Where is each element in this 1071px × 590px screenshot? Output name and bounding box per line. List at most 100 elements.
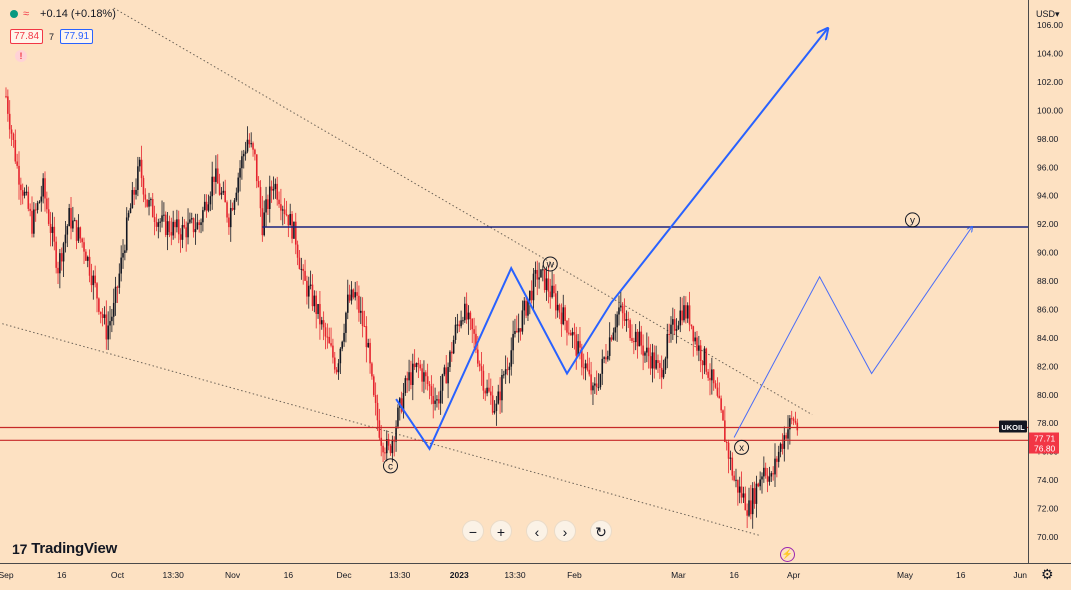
candle-body xyxy=(542,269,544,271)
candle-body xyxy=(722,410,724,421)
spread-value: 7 xyxy=(49,31,55,42)
candle-body xyxy=(527,300,529,316)
buy-price-button[interactable]: 77.91 xyxy=(60,29,94,44)
currency-selector[interactable]: USD▾ xyxy=(1036,9,1060,20)
candle-body xyxy=(14,139,17,162)
candle-body xyxy=(575,334,578,356)
candle-body xyxy=(764,467,767,476)
zoom-out-button[interactable]: − xyxy=(462,520,484,542)
wave-label-circle xyxy=(904,212,920,228)
time-tick-label: 13:30 xyxy=(163,570,185,580)
symbol-tag: UKOIL xyxy=(1001,423,1025,432)
candle-body xyxy=(478,363,481,367)
price-tick-label: 84.00 xyxy=(1037,333,1059,343)
price-change: +0.14 (+0.18%) xyxy=(40,8,116,20)
candle-body xyxy=(699,345,702,361)
candle-body xyxy=(278,199,280,205)
candle-body xyxy=(103,314,106,318)
time-tick-label: 16 xyxy=(956,570,966,580)
symbol-tag-box xyxy=(999,420,1027,433)
candle-body xyxy=(244,151,247,154)
candle-body xyxy=(584,363,587,369)
gear-icon[interactable]: ⚙ xyxy=(1041,566,1054,582)
candle-body xyxy=(112,302,115,317)
candle-body xyxy=(413,363,416,368)
candle-body xyxy=(608,337,611,356)
price-tick-label: 82.00 xyxy=(1037,361,1059,371)
candle-body xyxy=(99,311,102,314)
candle-body xyxy=(75,220,78,241)
candle-body xyxy=(226,202,228,218)
candle-body xyxy=(504,369,507,375)
candle-body xyxy=(737,479,739,493)
candle-body xyxy=(81,238,83,243)
candle-body xyxy=(213,176,215,182)
candle-body xyxy=(707,371,709,378)
zoom-in-button[interactable]: + xyxy=(490,520,512,542)
candle-body xyxy=(462,320,464,322)
candle-body xyxy=(506,369,509,371)
candle-body xyxy=(794,420,797,423)
candle-body xyxy=(40,196,43,202)
candle-body xyxy=(122,252,124,258)
price-tick-label: 92.00 xyxy=(1037,219,1059,229)
candle-body xyxy=(670,324,672,335)
alert-icon[interactable]: ! xyxy=(15,50,27,62)
candle-body xyxy=(53,226,56,242)
candle-body xyxy=(655,360,657,369)
candle-body xyxy=(135,189,137,195)
candle-body xyxy=(21,190,24,196)
candle-body xyxy=(781,443,784,449)
candle-body xyxy=(111,316,113,322)
horizontal-levels[interactable] xyxy=(0,226,1028,441)
candle-body xyxy=(200,222,202,226)
candle-body xyxy=(709,377,711,381)
scroll-back-button[interactable]: ‹ xyxy=(526,520,548,542)
candle-body xyxy=(166,221,169,235)
price-tick-label: 80.00 xyxy=(1037,390,1059,400)
candle-body xyxy=(595,383,598,388)
candle-body xyxy=(306,280,308,297)
candle-body xyxy=(610,337,613,340)
candle-body xyxy=(701,360,704,366)
candle-body xyxy=(555,293,557,311)
candle-body xyxy=(551,285,553,298)
main-wave-path[interactable] xyxy=(395,29,827,451)
candle-body xyxy=(549,291,552,298)
lightning-event-icon[interactable]: ⚡ xyxy=(780,547,795,562)
sell-price-button[interactable]: 77.84 xyxy=(10,29,44,44)
candle-body xyxy=(361,310,364,327)
candle-body xyxy=(101,313,104,318)
wave-paths[interactable] xyxy=(395,29,972,451)
candles xyxy=(5,87,799,529)
trend-line[interactable] xyxy=(113,7,813,416)
tradingview-logo[interactable]: 17 TradingView xyxy=(12,540,117,557)
candle-body xyxy=(428,384,431,387)
time-axis[interactable]: Sep 16 Oct 13:30 Nov 16 Dec 13:30 2023 13:30 Feb Ma… xyxy=(0,570,1027,580)
projection-wave-path[interactable] xyxy=(733,227,972,438)
reset-chart-button[interactable]: ↻ xyxy=(590,520,612,542)
candle-body xyxy=(488,387,490,392)
candle-body xyxy=(757,483,760,487)
candle-body xyxy=(712,369,715,384)
candle-body xyxy=(577,341,579,356)
candle-body xyxy=(456,324,459,326)
candle-body xyxy=(419,364,422,369)
candle-body xyxy=(724,420,726,442)
candle-body xyxy=(60,253,63,262)
candle-body xyxy=(304,270,306,281)
candle-body xyxy=(159,221,161,223)
scroll-forward-button[interactable]: › xyxy=(554,520,576,542)
candle-body xyxy=(616,314,618,328)
candle-body xyxy=(636,331,639,347)
candle-body xyxy=(508,366,511,370)
candle-body xyxy=(107,325,109,340)
candle-body xyxy=(517,328,520,333)
chart-type-icon[interactable]: ≈ xyxy=(23,8,30,20)
wave-label-circle xyxy=(734,439,750,455)
price-tick-label: 96.00 xyxy=(1037,162,1059,172)
candle-body xyxy=(280,204,282,211)
candle-body xyxy=(151,199,154,218)
